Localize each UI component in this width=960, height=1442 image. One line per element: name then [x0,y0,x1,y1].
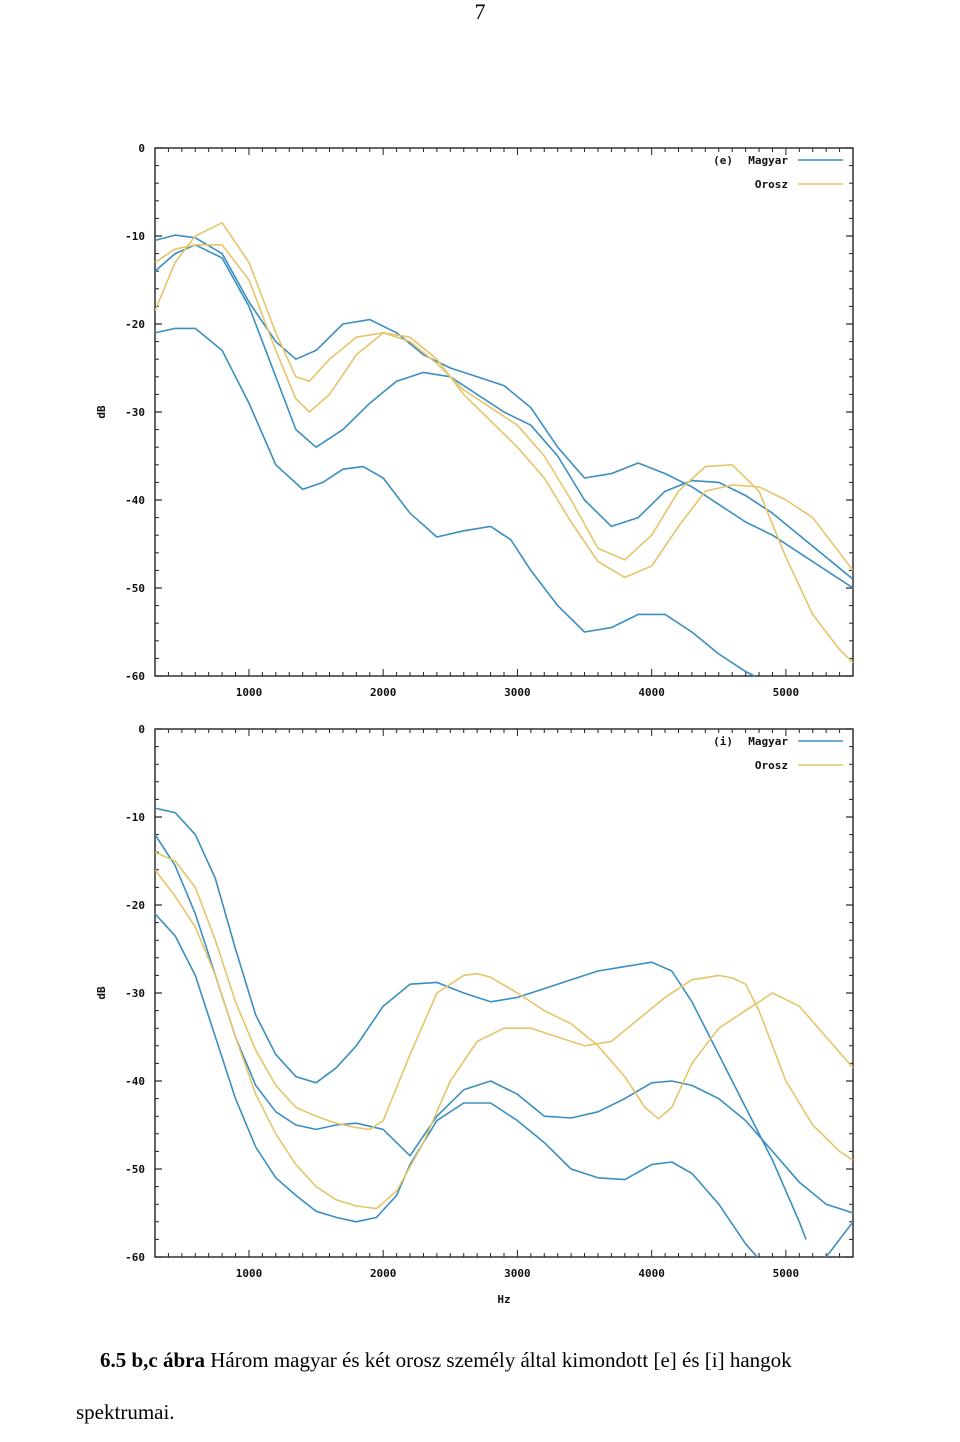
y-tick-label: -40 [125,1075,145,1088]
series-line-magyar-3 [155,327,757,676]
y-tick-label: -20 [125,899,145,912]
y-tick-label: -60 [125,670,145,683]
y-tick-label: -50 [125,1163,145,1176]
caption-continuation: spektrumai. [76,1400,175,1424]
y-tick-label: -10 [125,811,145,824]
x-tick-label: 3000 [504,1267,531,1280]
y-tick-label: -40 [125,494,145,507]
x-tick-label: 4000 [638,1267,665,1280]
x-tick-label: 5000 [773,686,800,699]
series-line-magyar-3 [155,913,853,1257]
series-line-orosz-4 [155,222,853,664]
series-line-orosz-4 [155,851,853,1131]
caption-text: Három magyar és két orosz személy által … [205,1348,792,1372]
y-tick-label: 0 [138,142,145,155]
y-tick-label: -30 [125,406,145,419]
y-tick-label: -30 [125,987,145,1000]
y-tick-label: -20 [125,318,145,331]
series-line-orosz-5 [155,869,853,1210]
y-tick-label: -10 [125,230,145,243]
figure-caption: 6.5 b,c ábra Három magyar és két orosz s… [100,1348,900,1372]
plot-frame [154,728,854,1258]
series-line-magyar-2 [155,244,853,580]
x-tick-label: 5000 [773,1267,800,1280]
series-line-magyar-2 [155,834,853,1214]
x-tick-label: 2000 [370,686,397,699]
x-tick-label: 2000 [370,1267,397,1280]
legend-title: (e) [713,154,733,167]
y-tick-label: -60 [125,1251,145,1264]
caption-label: 6.5 b,c ábra [100,1348,205,1372]
x-tick-label: 1000 [236,1267,263,1280]
legend-label-orosz: Orosz [755,759,788,772]
series-group [155,222,853,676]
legend-title: (i) [713,735,733,748]
series-line-magyar-1 [155,234,853,589]
y-axis-title: dB [95,986,108,1000]
y-tick-label: -50 [125,582,145,595]
legend-label-magyar: Magyar [748,735,788,748]
series-line-magyar-1 [155,807,807,1240]
y-tick-label: 0 [138,723,145,736]
y-axis-title: dB [95,405,108,419]
legend-label-magyar: Magyar [748,154,788,167]
x-axis-title: Hz [497,1293,510,1306]
x-tick-label: 1000 [236,686,263,699]
x-tick-label: 4000 [638,686,665,699]
series-line-orosz-5 [155,244,853,579]
chart-i-spectrum: 0 -10 -20 -30 -40 -50 -60 1000 2000 3000 4000 5000 d… [95,723,854,1306]
page-number: 7 [474,0,486,24]
x-tick-label: 3000 [504,686,531,699]
series-group [155,807,853,1257]
chart-e-spectrum: 0 -10 -20 -30 -40 -50 -60 1000 2000 3000 4000 5000 d… [95,142,854,699]
legend-label-orosz: Orosz [755,178,788,191]
